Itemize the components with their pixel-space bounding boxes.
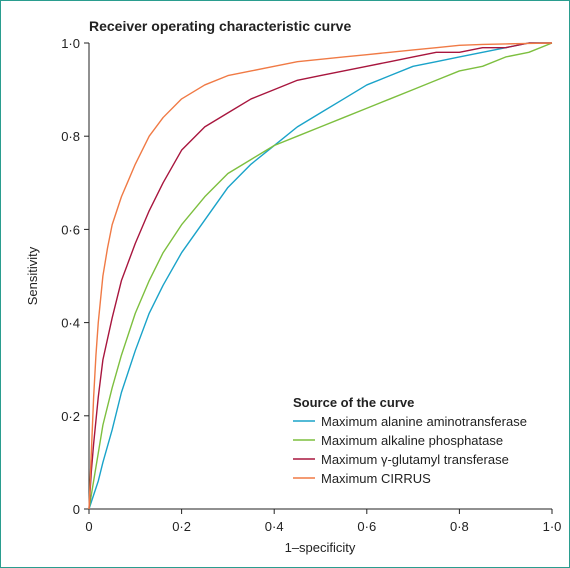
y-tick-label: 1·0	[61, 36, 80, 51]
legend-label: Maximum alkaline phosphatase	[321, 433, 503, 448]
x-tick-label: 0·8	[450, 519, 469, 534]
legend: Source of the curve Maximum alanine amin…	[293, 395, 527, 486]
ticks: 0 0·2 0·4 0·6 0·8 1·0 0 0·2 0·4 0·6 0·8 1·0	[61, 36, 561, 534]
x-axis-label: 1–specificity	[285, 540, 356, 555]
y-tick-label: 0·4	[61, 316, 80, 331]
x-tick-label: 0·2	[172, 519, 191, 534]
y-tick-label: 0·6	[61, 222, 80, 237]
x-tick-label: 0·4	[265, 519, 284, 534]
legend-label: Maximum alanine aminotransferase	[321, 414, 527, 429]
x-tick-label: 1·0	[543, 519, 562, 534]
legend-title: Source of the curve	[293, 395, 414, 410]
x-tick-label: 0	[85, 519, 92, 534]
chart-title: Receiver operating characteristic curve	[89, 18, 351, 34]
series-line-3	[88, 42, 553, 510]
legend-label: Maximum γ-glutamyl transferase	[321, 452, 509, 467]
x-tick-label: 0·6	[357, 519, 376, 534]
legend-items: Maximum alanine aminotransferase Maximum …	[293, 414, 527, 486]
axes	[88, 43, 552, 510]
series-lines	[88, 42, 553, 510]
y-axis-label: Sensitivity	[25, 246, 40, 305]
y-tick-label: 0·8	[61, 129, 80, 144]
series-line-2	[88, 42, 552, 510]
series-line-0	[88, 42, 552, 510]
series-line-1	[88, 42, 553, 510]
y-tick-label: 0	[73, 502, 80, 517]
y-tick-label: 0·2	[61, 409, 80, 424]
legend-label: Maximum CIRRUS	[321, 471, 431, 486]
